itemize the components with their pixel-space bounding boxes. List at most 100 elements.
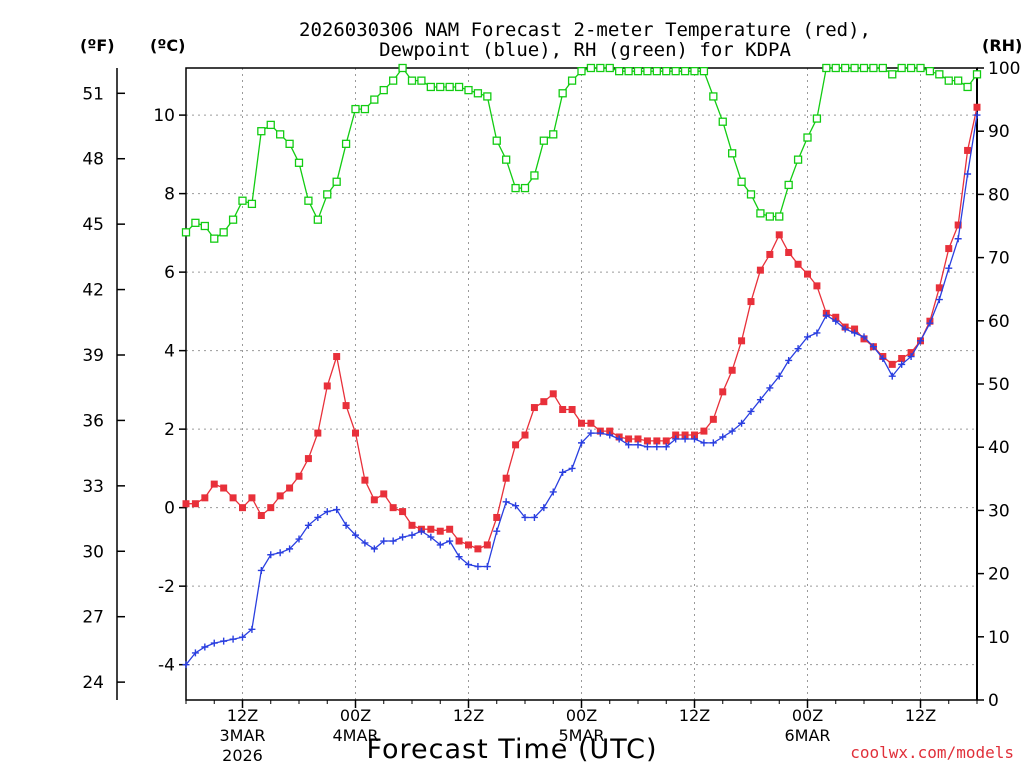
x-tick-year-label: 2026: [222, 746, 263, 765]
temperature-point: [314, 429, 322, 437]
temperature-point: [446, 525, 454, 533]
temperature-point: [295, 472, 303, 480]
temperature-point: [643, 437, 651, 445]
rh-point: [822, 63, 831, 73]
rh-point: [963, 82, 972, 92]
rh-point: [351, 104, 360, 114]
rh-point: [709, 92, 718, 101]
temperature-point: [323, 382, 331, 390]
x-tick-label: 12Z: [905, 706, 936, 725]
rh-point: [916, 63, 925, 73]
rh-point: [473, 89, 483, 98]
dewpoint-point: [521, 513, 529, 521]
dewpoint-point: [973, 111, 981, 119]
x-tick-date-label: 4MAR: [332, 726, 378, 745]
temperature-point: [794, 260, 802, 268]
temperature-point: [756, 266, 764, 274]
temperature-point: [964, 146, 972, 154]
rh-point: [417, 76, 426, 85]
fahrenheit-tick-label: 27: [82, 608, 104, 628]
rh-point: [906, 63, 916, 73]
rh-point: [238, 196, 247, 205]
rh-tick-label: 100: [988, 59, 1020, 79]
temperature-point: [521, 431, 529, 439]
dewpoint-point: [851, 329, 859, 337]
dewpoint-point: [267, 551, 275, 559]
dewpoint-point: [945, 264, 953, 272]
rh-point: [888, 70, 897, 79]
rh-point: [445, 82, 454, 92]
rh-point: [680, 67, 690, 76]
rh-point: [502, 155, 511, 164]
dewpoint-point: [775, 372, 783, 380]
dewpoint-point: [455, 553, 463, 561]
temperature-point: [352, 429, 359, 437]
rh-point: [633, 67, 643, 76]
rh-point: [671, 67, 680, 76]
temperature-point: [587, 419, 595, 427]
dewpoint-point: [446, 537, 454, 545]
dewpoint-point: [756, 396, 764, 404]
rh-point: [935, 70, 944, 79]
dewpoint-point: [342, 521, 350, 529]
rh-point: [228, 215, 238, 224]
dewpoint-point: [954, 235, 962, 243]
rh-point: [266, 120, 275, 130]
x-tick-label: 00Z: [566, 706, 597, 725]
dewpoint-point: [625, 441, 633, 449]
temperature-point: [380, 490, 388, 498]
temperature-point: [851, 325, 859, 333]
celsius-unit-label: (ºC): [150, 36, 185, 55]
rh-tick-label: 90: [988, 122, 1010, 142]
rh-point: [332, 177, 341, 186]
credit-label: coolwx.com/models: [850, 743, 1014, 762]
rh-point: [662, 67, 671, 76]
rh-point: [407, 76, 417, 85]
series-layer: [181, 63, 982, 669]
rh-point: [850, 63, 859, 73]
dewpoint-point: [361, 539, 369, 547]
fahrenheit-tick-label: 30: [82, 542, 104, 562]
temperature-point: [333, 353, 341, 361]
temperature-point: [907, 349, 915, 357]
dewpoint-point: [417, 527, 425, 535]
dewpoint-point: [907, 353, 915, 361]
temperature-point: [229, 494, 237, 502]
temperature-point: [436, 527, 444, 535]
dewpoint-point: [813, 329, 821, 337]
temperature-point: [248, 494, 256, 502]
rh-point: [699, 67, 709, 76]
x-axis-label: Forecast Time (UTC): [366, 734, 657, 765]
temperature-point: [370, 496, 378, 504]
temperature-point: [267, 504, 275, 512]
temperature-point: [681, 431, 689, 439]
dewpoint-point: [964, 170, 972, 178]
rh-point: [803, 133, 812, 142]
rh-point: [426, 82, 435, 92]
rh-point: [765, 212, 774, 221]
temperature-point: [568, 406, 576, 414]
dewpoint-point: [898, 360, 906, 368]
celsius-tick-label: -2: [158, 577, 175, 597]
rh-tick-label: 0: [988, 691, 999, 711]
dewpoint-point: [738, 419, 746, 427]
x-tick-date-label: 5MAR: [558, 726, 604, 745]
dewpoint-point: [719, 433, 727, 441]
temperature-point: [785, 248, 793, 256]
x-tick-label: 12Z: [227, 706, 258, 725]
rh-point: [360, 104, 370, 114]
dewpoint-point: [935, 296, 943, 304]
fahrenheit-tick-label: 48: [82, 150, 104, 170]
dewpoint-point: [257, 566, 265, 574]
temperature-point: [738, 337, 746, 345]
temperature-point: [304, 455, 312, 463]
dewpoint-point: [596, 429, 604, 437]
rh-point: [247, 199, 257, 209]
temperature-point: [540, 398, 548, 406]
rh-point: [737, 177, 746, 186]
rh-point: [464, 85, 473, 95]
dewpoint-point: [634, 441, 642, 449]
temperature-point: [210, 480, 218, 488]
rh-point: [191, 218, 200, 227]
rh-point: [944, 76, 953, 85]
